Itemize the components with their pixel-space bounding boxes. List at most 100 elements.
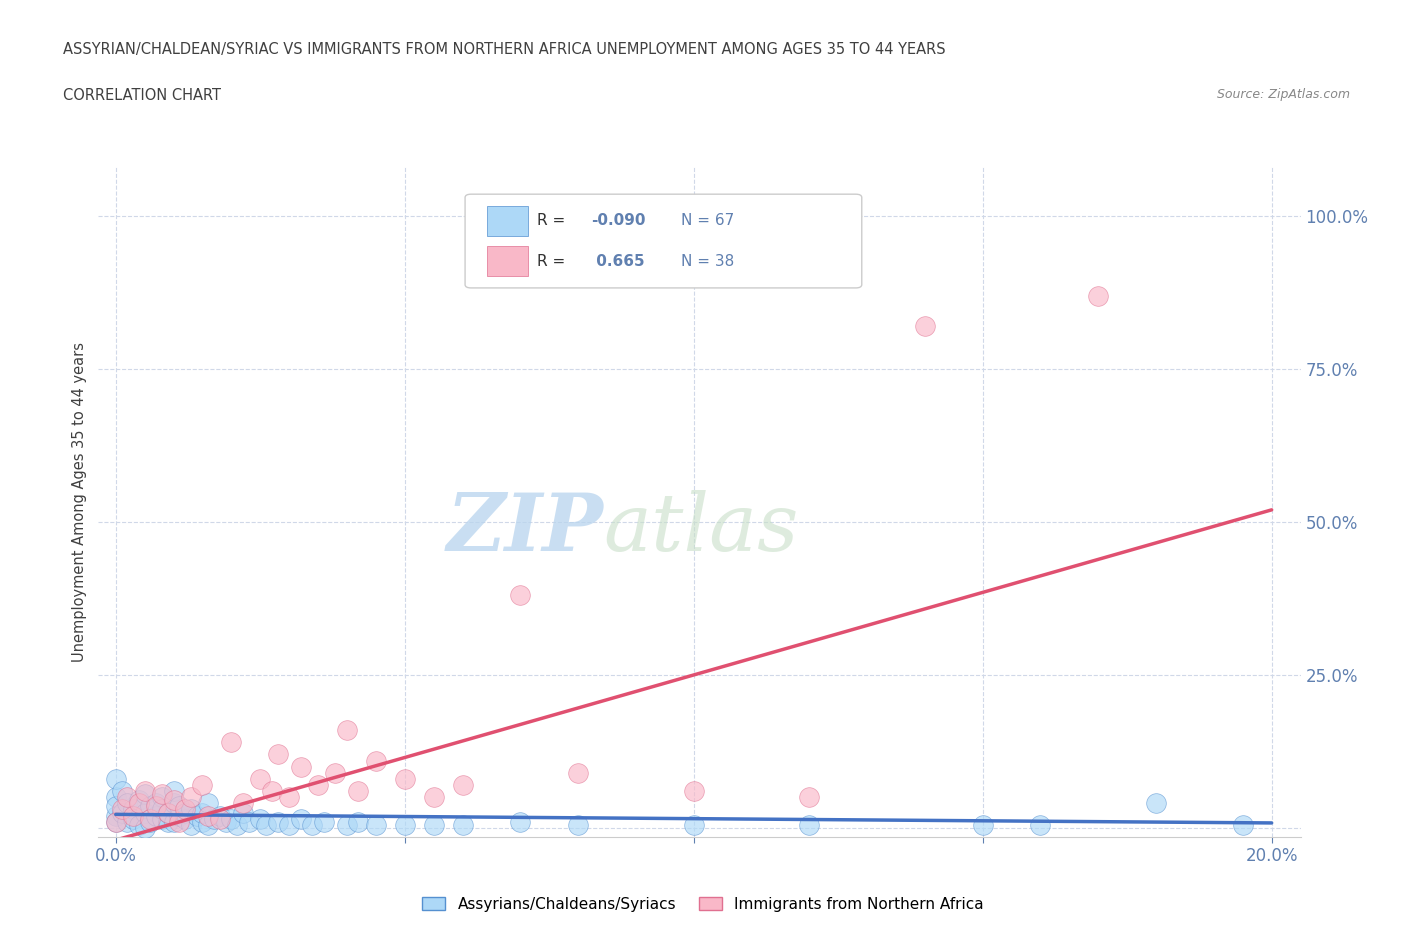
FancyBboxPatch shape — [486, 206, 527, 235]
Text: ASSYRIAN/CHALDEAN/SYRIAC VS IMMIGRANTS FROM NORTHERN AFRICA UNEMPLOYMENT AMONG A: ASSYRIAN/CHALDEAN/SYRIAC VS IMMIGRANTS F… — [63, 42, 946, 57]
Point — [117, 790, 139, 804]
Text: N = 38: N = 38 — [682, 254, 735, 269]
Point — [799, 790, 821, 804]
Point — [1232, 817, 1254, 832]
Point — [191, 777, 214, 792]
Point — [1144, 796, 1167, 811]
Point — [682, 817, 704, 832]
Point — [169, 799, 191, 814]
Point — [278, 817, 301, 832]
Point — [180, 790, 202, 804]
Point — [134, 820, 156, 835]
Point — [122, 802, 145, 817]
Point — [451, 817, 474, 832]
Point — [162, 815, 184, 830]
Point — [169, 808, 191, 823]
Point — [110, 802, 132, 817]
Point — [260, 784, 283, 799]
FancyBboxPatch shape — [465, 194, 862, 288]
Point — [139, 799, 162, 814]
Point — [156, 815, 179, 830]
Point — [110, 784, 132, 799]
Text: Source: ZipAtlas.com: Source: ZipAtlas.com — [1216, 88, 1350, 101]
Point — [221, 811, 243, 826]
Point — [208, 808, 231, 823]
Point — [104, 808, 127, 823]
Point — [249, 811, 271, 826]
Point — [122, 811, 145, 826]
Text: ZIP: ZIP — [447, 490, 603, 567]
Point — [139, 815, 162, 830]
Point — [509, 815, 531, 830]
Point — [169, 815, 191, 830]
Point — [134, 784, 156, 799]
Point — [301, 817, 323, 832]
Point — [162, 793, 184, 808]
Point — [180, 802, 202, 817]
FancyBboxPatch shape — [486, 246, 527, 276]
Text: R =: R = — [537, 214, 571, 229]
Point — [266, 815, 288, 830]
Point — [567, 817, 589, 832]
Text: -0.090: -0.090 — [592, 214, 645, 229]
Text: atlas: atlas — [603, 490, 799, 567]
Point — [1087, 288, 1109, 303]
Point — [278, 790, 301, 804]
Point — [145, 796, 167, 811]
Point — [347, 784, 370, 799]
Point — [110, 805, 132, 820]
Point — [914, 319, 936, 334]
Point — [139, 811, 162, 826]
Point — [186, 808, 208, 823]
Y-axis label: Unemployment Among Ages 35 to 44 years: Unemployment Among Ages 35 to 44 years — [72, 342, 87, 662]
Point — [197, 808, 219, 823]
Point — [221, 735, 243, 750]
Point — [104, 772, 127, 787]
Point — [191, 815, 214, 830]
Point — [312, 815, 335, 830]
Point — [134, 805, 156, 820]
Point — [104, 815, 127, 830]
Point — [202, 811, 225, 826]
Point — [249, 772, 271, 787]
Point — [1029, 817, 1052, 832]
Point — [214, 815, 236, 830]
Point — [122, 808, 145, 823]
Point — [174, 802, 197, 817]
Text: 0.665: 0.665 — [592, 254, 645, 269]
Point — [290, 811, 312, 826]
Point — [197, 817, 219, 832]
Point — [150, 802, 173, 817]
Point — [197, 796, 219, 811]
Point — [128, 793, 150, 808]
Point — [347, 815, 370, 830]
Point — [174, 805, 197, 820]
Point — [325, 765, 347, 780]
Point — [191, 805, 214, 820]
Point — [364, 753, 387, 768]
Point — [150, 787, 173, 802]
Point — [394, 817, 416, 832]
Point — [567, 765, 589, 780]
Point — [174, 811, 197, 826]
Point — [394, 772, 416, 787]
Point — [117, 815, 139, 830]
Point — [180, 817, 202, 832]
Point — [104, 815, 127, 830]
Text: N = 67: N = 67 — [682, 214, 735, 229]
Point — [145, 799, 167, 814]
Point — [307, 777, 329, 792]
Point — [451, 777, 474, 792]
Point — [104, 790, 127, 804]
Point — [232, 805, 254, 820]
Point — [336, 723, 359, 737]
Point — [364, 817, 387, 832]
Point — [162, 784, 184, 799]
Point — [156, 805, 179, 820]
Point — [150, 811, 173, 826]
Point — [128, 817, 150, 832]
Point — [134, 787, 156, 802]
Point — [156, 805, 179, 820]
Point — [117, 796, 139, 811]
Point — [208, 811, 231, 826]
